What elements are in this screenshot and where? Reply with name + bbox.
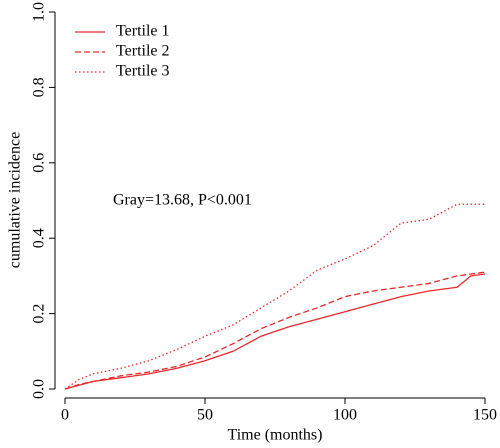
x-tick-label: 50 <box>197 407 213 424</box>
series-line <box>64 273 486 390</box>
y-axis-label: cumulative incidence <box>7 132 24 268</box>
y-tick-label: 0.4 <box>31 228 48 248</box>
legend-label: Tertile 2 <box>116 43 170 60</box>
y-tick-label: 0.8 <box>31 77 48 97</box>
x-tick-label: 100 <box>333 407 357 424</box>
x-axis-label: Time (months) <box>228 427 323 444</box>
x-tick-label: 0 <box>61 407 69 424</box>
y-tick-label: 0.0 <box>31 379 48 399</box>
series-line <box>64 203 485 390</box>
y-tick-label: 1.0 <box>31 2 48 22</box>
y-tick-label: 0.2 <box>31 304 48 324</box>
x-tick-label: 150 <box>473 407 497 424</box>
annotation: Gray=13.68, P<0.001 <box>113 192 252 209</box>
y-tick-label: 0.6 <box>31 153 48 173</box>
legend-label: Tertile 1 <box>116 23 170 40</box>
legend-label: Tertile 3 <box>116 63 170 80</box>
series-line <box>64 271 486 390</box>
